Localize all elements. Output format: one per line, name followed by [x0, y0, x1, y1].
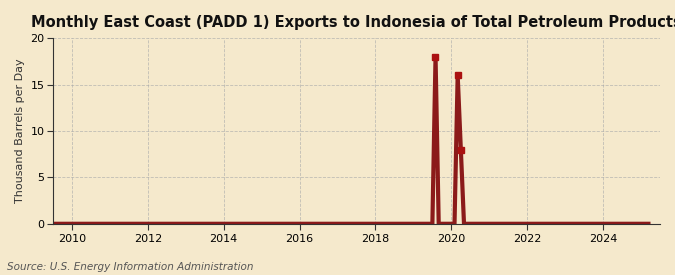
Y-axis label: Thousand Barrels per Day: Thousand Barrels per Day — [15, 59, 25, 203]
Title: Monthly East Coast (PADD 1) Exports to Indonesia of Total Petroleum Products: Monthly East Coast (PADD 1) Exports to I… — [31, 15, 675, 30]
Text: Source: U.S. Energy Information Administration: Source: U.S. Energy Information Administ… — [7, 262, 253, 272]
